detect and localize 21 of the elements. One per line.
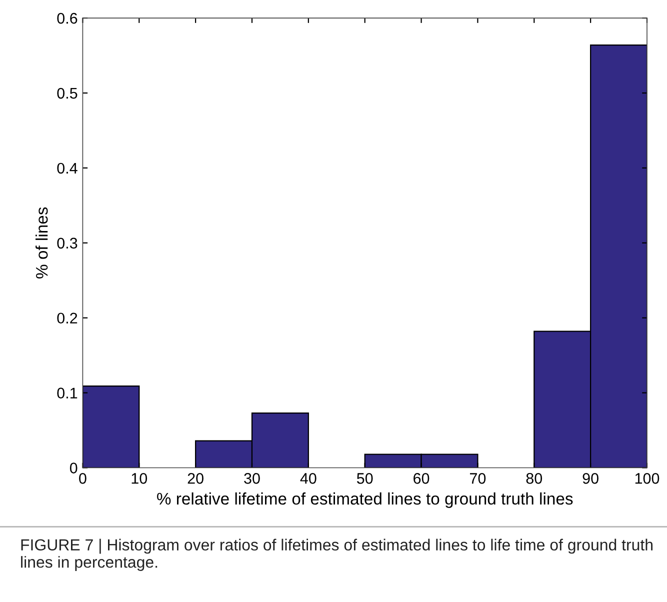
x-tick-label: 100 xyxy=(635,473,660,484)
x-tick-label: 50 xyxy=(356,473,373,484)
y-tick-label: 0.3 xyxy=(57,238,78,249)
x-tick-label: 40 xyxy=(300,473,316,484)
x-tick-label: 70 xyxy=(470,473,486,484)
caption: FIGURE 7 | Histogram over ratios of lifetimes of estimated lines to life time of ground truth lines in percentage. xyxy=(21,538,652,571)
x-axis-title: % relative lifetime of estimated lines to ground truth lines xyxy=(157,492,573,508)
y-tick-label: 0.5 xyxy=(57,88,78,99)
y-tick-label: 0 xyxy=(70,462,78,474)
y-tick-label: 0.2 xyxy=(57,312,78,324)
x-tick-label: 30 xyxy=(244,473,260,484)
y-tick-label: 0.1 xyxy=(57,388,78,398)
y-tick-label: 0.6 xyxy=(57,12,78,24)
x-tick-label: 90 xyxy=(582,473,598,484)
y-axis-title: % of lines xyxy=(36,207,48,278)
x-tick-label: 0 xyxy=(79,473,86,484)
x-tick-label: 80 xyxy=(526,473,542,484)
x-tick-label: 10 xyxy=(132,473,148,484)
x-tick-label: 20 xyxy=(188,473,204,484)
y-tick-label: 0.4 xyxy=(57,162,78,174)
x-tick-label: 60 xyxy=(414,473,430,484)
